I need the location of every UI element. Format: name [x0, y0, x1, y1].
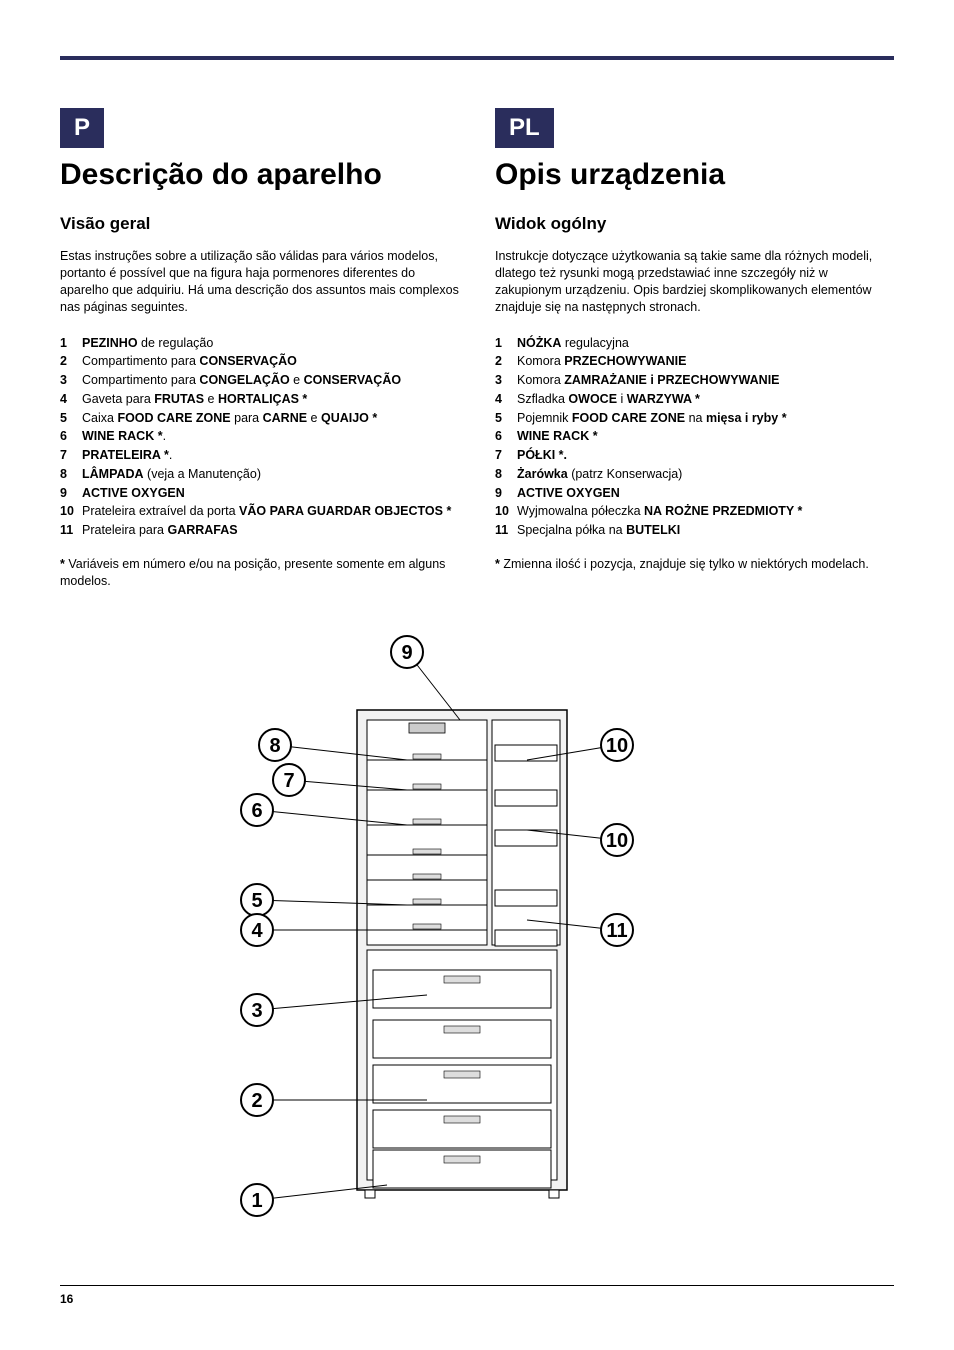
list-item: 7PRATELEIRA *. [60, 446, 459, 465]
list-item: 2Komora PRZECHOWYWANIE [495, 352, 894, 371]
list-item-number: 6 [60, 427, 82, 446]
top-rule [60, 56, 894, 60]
svg-text:10: 10 [606, 830, 628, 852]
list-item-text: Prateleira extraível da porta VÃO PARA G… [82, 502, 451, 521]
intro-right: Instrukcje dotyczące użytkowania są taki… [495, 248, 894, 316]
list-item: 6WINE RACK *. [60, 427, 459, 446]
list-item-text: Caixa FOOD CARE ZONE para CARNE e QUAIJO… [82, 409, 377, 428]
list-item-text: ACTIVE OXYGEN [82, 484, 185, 503]
list-item-number: 5 [60, 409, 82, 428]
appliance-diagram: 9 876 5 4 3 2 1 10 10 11 [60, 630, 894, 1255]
list-item-number: 3 [495, 371, 517, 390]
footnote-right: * Zmienna ilość i pozycja, znajduje się … [495, 556, 894, 573]
list-item-text: Compartimento para CONSERVAÇÃO [82, 352, 297, 371]
svg-text:1: 1 [251, 1190, 262, 1212]
list-item-number: 10 [495, 502, 517, 521]
list-item-number: 4 [495, 390, 517, 409]
diagram-svg: 9 876 5 4 3 2 1 10 10 11 [107, 630, 847, 1250]
list-item: 7PÓŁKI *. [495, 446, 894, 465]
svg-text:4: 4 [251, 920, 263, 942]
title-left: Descrição do aparelho [60, 158, 459, 192]
lang-badge-pl: PL [495, 108, 554, 148]
list-item: 11Prateleira para GARRAFAS [60, 521, 459, 540]
list-item-text: WINE RACK * [517, 427, 598, 446]
list-item-text: PRATELEIRA *. [82, 446, 172, 465]
list-left: 1PEZINHO de regulação2Compartimento para… [60, 334, 459, 540]
list-item-text: Szfladka OWOCE i WARZYWA * [517, 390, 700, 409]
list-item: 1PEZINHO de regulação [60, 334, 459, 353]
list-item-number: 8 [60, 465, 82, 484]
list-item: 6WINE RACK * [495, 427, 894, 446]
subtitle-left: Visão geral [60, 214, 459, 234]
svg-text:3: 3 [251, 1000, 262, 1022]
page-number: 16 [60, 1285, 894, 1306]
list-item-text: PEZINHO de regulação [82, 334, 213, 353]
list-item: 3Komora ZAMRAŻANIE i PRZECHOWYWANIE [495, 371, 894, 390]
footnote-left: * Variáveis em número e/ou na posição, p… [60, 556, 459, 590]
list-item-number: 7 [495, 446, 517, 465]
list-item-text: WINE RACK *. [82, 427, 166, 446]
list-item: 11Specjalna półka na BUTELKI [495, 521, 894, 540]
list-item: 3Compartimento para CONGELAÇÃO e CONSERV… [60, 371, 459, 390]
svg-text:2: 2 [251, 1090, 262, 1112]
list-item-number: 6 [495, 427, 517, 446]
title-right: Opis urządzenia [495, 158, 894, 192]
list-item-number: 2 [60, 352, 82, 371]
list-item-text: Komora ZAMRAŻANIE i PRZECHOWYWANIE [517, 371, 780, 390]
list-item-text: LÂMPADA (veja a Manutenção) [82, 465, 261, 484]
list-item-number: 4 [60, 390, 82, 409]
lang-badge-p: P [60, 108, 104, 148]
svg-text:9: 9 [401, 642, 412, 664]
column-right: PL Opis urządzenia Widok ogólny Instrukc… [495, 108, 894, 590]
list-item-number: 10 [60, 502, 82, 521]
column-left: P Descrição do aparelho Visão geral Esta… [60, 108, 459, 590]
list-item-text: Specjalna półka na BUTELKI [517, 521, 680, 540]
list-item-number: 5 [495, 409, 517, 428]
list-item-text: Żarówka (patrz Konserwacja) [517, 465, 682, 484]
list-item-text: Prateleira para GARRAFAS [82, 521, 238, 540]
list-item-number: 8 [495, 465, 517, 484]
list-item: 10Prateleira extraível da porta VÃO PARA… [60, 502, 459, 521]
svg-text:7: 7 [283, 770, 294, 792]
list-item: 10Wyjmowalna półeczka NA ROŻNE PRZEDMIOT… [495, 502, 894, 521]
list-item-number: 1 [495, 334, 517, 353]
list-item: 5Caixa FOOD CARE ZONE para CARNE e QUAIJ… [60, 409, 459, 428]
list-item: 1NÓŻKA regulacyjna [495, 334, 894, 353]
list-item-text: ACTIVE OXYGEN [517, 484, 620, 503]
list-right: 1NÓŻKA regulacyjna2Komora PRZECHOWYWANIE… [495, 334, 894, 540]
svg-text:6: 6 [251, 800, 262, 822]
list-item-text: Komora PRZECHOWYWANIE [517, 352, 686, 371]
list-item-number: 3 [60, 371, 82, 390]
list-item-number: 1 [60, 334, 82, 353]
list-item-number: 7 [60, 446, 82, 465]
list-item: 5Pojemnik FOOD CARE ZONE na mięsa i ryby… [495, 409, 894, 428]
svg-text:10: 10 [606, 735, 628, 757]
list-item: 4Gaveta para FRUTAS e HORTALIÇAS * [60, 390, 459, 409]
list-item: 8LÂMPADA (veja a Manutenção) [60, 465, 459, 484]
list-item-number: 9 [495, 484, 517, 503]
list-item-text: Compartimento para CONGELAÇÃO e CONSERVA… [82, 371, 401, 390]
list-item-number: 9 [60, 484, 82, 503]
list-item-number: 11 [60, 521, 82, 540]
list-item-number: 2 [495, 352, 517, 371]
content-columns: P Descrição do aparelho Visão geral Esta… [60, 108, 894, 590]
list-item-text: Wyjmowalna półeczka NA ROŻNE PRZEDMIOTY … [517, 502, 802, 521]
list-item-text: Gaveta para FRUTAS e HORTALIÇAS * [82, 390, 307, 409]
svg-text:11: 11 [606, 920, 627, 942]
list-item-text: PÓŁKI *. [517, 446, 567, 465]
list-item: 2Compartimento para CONSERVAÇÃO [60, 352, 459, 371]
list-item-number: 11 [495, 521, 517, 540]
svg-text:5: 5 [251, 890, 262, 912]
list-item-text: NÓŻKA regulacyjna [517, 334, 629, 353]
intro-left: Estas instruções sobre a utilização são … [60, 248, 459, 316]
svg-text:8: 8 [269, 735, 280, 757]
list-item: 9ACTIVE OXYGEN [60, 484, 459, 503]
list-item: 8Żarówka (patrz Konserwacja) [495, 465, 894, 484]
list-item: 9ACTIVE OXYGEN [495, 484, 894, 503]
list-item: 4Szfladka OWOCE i WARZYWA * [495, 390, 894, 409]
list-item-text: Pojemnik FOOD CARE ZONE na mięsa i ryby … [517, 409, 787, 428]
subtitle-right: Widok ogólny [495, 214, 894, 234]
